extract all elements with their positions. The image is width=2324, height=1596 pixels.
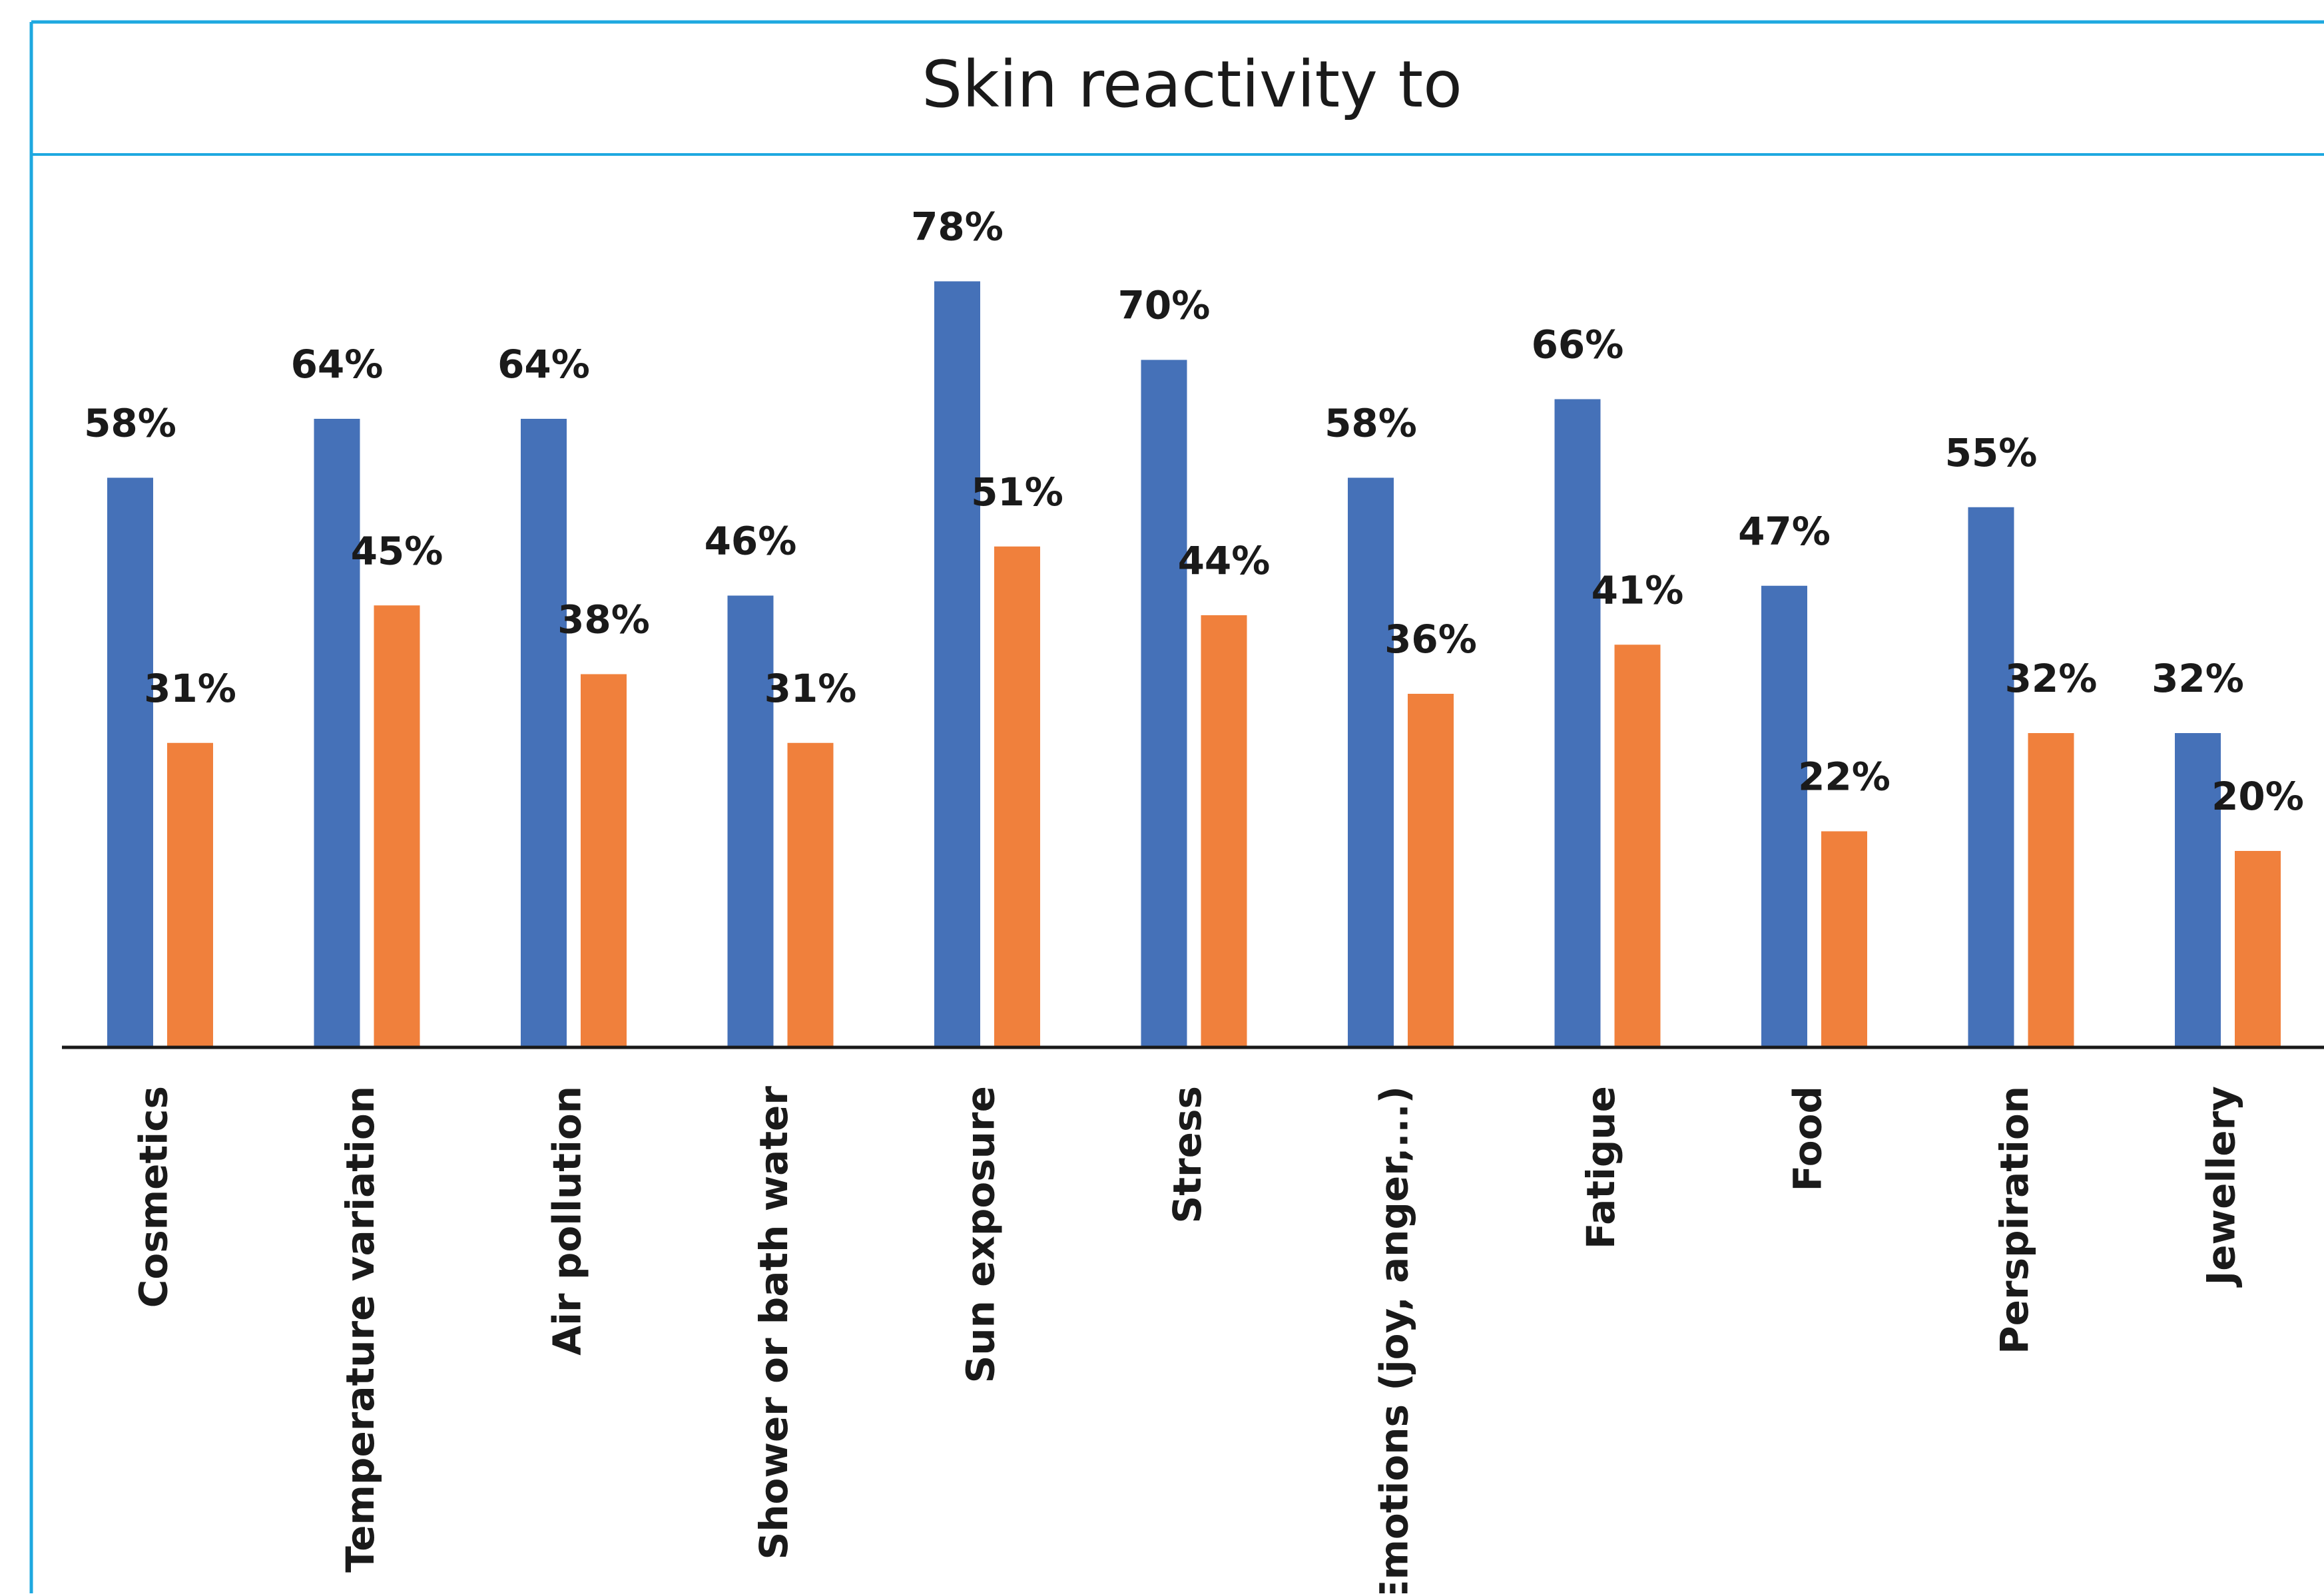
category-label: Jewellery [2199, 1086, 2244, 1288]
data-label: 58% [84, 401, 176, 446]
data-label: 58% [1324, 401, 1417, 446]
data-label: 44% [1178, 538, 1271, 583]
chart-title: Skin reactivity to [922, 47, 1462, 122]
bar-series-2-fatigue [1614, 645, 1661, 1047]
data-label: 47% [1738, 509, 1831, 554]
bars-group [107, 281, 2281, 1047]
category-label: Cosmetics [131, 1086, 176, 1308]
category-labels-group: Cosmetics Temperature variation Air pollut… [131, 1086, 2244, 1596]
data-label: 78% [911, 204, 1004, 250]
bar-series-2-cosmetics [167, 742, 213, 1047]
data-label: 45% [351, 528, 443, 573]
data-label: 22% [1798, 754, 1890, 800]
bar-series-2-emotions-joy-anger [1408, 694, 1454, 1047]
bar-series-1-food [1761, 585, 1807, 1047]
data-label: 41% [1592, 567, 1684, 613]
bar-series-1-sun-exposure [934, 281, 980, 1047]
bar-series-2-stress [1201, 615, 1247, 1047]
bar-series-1-emotions-joy-anger [1348, 477, 1394, 1047]
category-label: Sun exposure [958, 1086, 1004, 1383]
data-label: 51% [971, 469, 1063, 515]
data-label: 20% [2211, 774, 2304, 819]
category-label: Shower or bath water [751, 1086, 796, 1560]
bar-series-2-perspiration [2028, 733, 2074, 1047]
bar-series-1-shower-or-bath-water [727, 595, 774, 1047]
data-label: 64% [497, 342, 590, 387]
bar-series-1-temperature-variation [314, 419, 360, 1047]
data-label: 55% [1945, 430, 2038, 475]
category-label: Fatigue [1578, 1086, 1623, 1249]
bar-series-1-perspiration [1968, 507, 2014, 1047]
chart-frame [29, 20, 2324, 1593]
bar-series-2-temperature-variation [374, 605, 420, 1047]
value-labels-group: 58% 31% 64% 45% 64% 38% 46% 31% 78% 51% 70% 44% 58% 3… [84, 204, 2304, 820]
data-label: 32% [2152, 656, 2244, 701]
bar-series-1-cosmetics [107, 477, 153, 1047]
category-label: Stress [1165, 1086, 1210, 1223]
category-label: Food [1785, 1086, 1831, 1191]
bar-series-1-jewellery [2175, 733, 2221, 1047]
data-label: 64% [291, 342, 384, 387]
category-label: Perspiration [1992, 1086, 2037, 1354]
bar-series-2-jewellery [2235, 851, 2281, 1047]
bar-series-2-air-pollution [581, 674, 627, 1047]
data-label: 70% [1118, 283, 1211, 328]
bar-series-2-shower-or-bath-water [787, 742, 834, 1047]
category-label: Temperature variation [338, 1086, 383, 1573]
bar-series-1-air-pollution [521, 419, 567, 1047]
data-label: 46% [705, 519, 797, 564]
data-label: 36% [1384, 617, 1477, 662]
category-label: Emotions (joy, anger,...) [1372, 1086, 1417, 1593]
data-label: 31% [764, 666, 857, 711]
bar-series-1-stress [1141, 360, 1187, 1047]
data-label: 66% [1532, 322, 1624, 368]
data-label: 31% [144, 666, 236, 711]
category-label: Air pollution [545, 1086, 590, 1356]
bar-series-2-sun-exposure [994, 546, 1040, 1047]
data-label: 32% [2005, 656, 2098, 701]
data-label: 38% [557, 597, 650, 643]
bar-series-1-fatigue [1554, 399, 1601, 1047]
bar-series-2-food [1821, 831, 1867, 1047]
